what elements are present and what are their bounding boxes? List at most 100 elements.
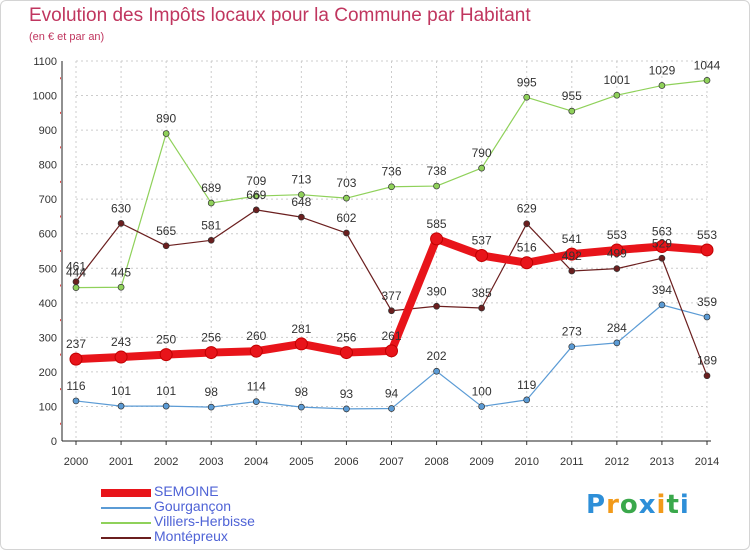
- data-point: [655, 240, 669, 254]
- data-label: 565: [156, 224, 176, 238]
- data-point: [207, 403, 215, 411]
- data-label: 101: [156, 384, 176, 398]
- data-label: 281: [291, 322, 311, 336]
- data-point: [568, 267, 576, 275]
- data-label: 537: [472, 233, 492, 247]
- y-tick-label: 1000: [33, 91, 57, 103]
- x-tick-label: 2010: [514, 456, 538, 468]
- data-label: 553: [697, 228, 717, 242]
- data-label: 553: [607, 228, 627, 242]
- data-point: [385, 344, 398, 358]
- data-label: 563: [652, 225, 672, 239]
- data-label: 256: [336, 331, 356, 345]
- data-point: [568, 107, 576, 115]
- x-tick-label: 2006: [334, 456, 358, 468]
- data-point: [204, 346, 218, 360]
- data-point: [700, 243, 714, 257]
- x-tick-label: 2008: [424, 456, 448, 468]
- legend-swatch: [101, 489, 151, 497]
- data-label: 445: [111, 265, 131, 279]
- legend-swatch: [101, 522, 151, 524]
- data-label: 1001: [604, 73, 631, 87]
- data-label: 243: [111, 335, 131, 349]
- data-point: [294, 337, 308, 351]
- data-label: 529: [652, 236, 672, 250]
- data-label: 890: [156, 112, 176, 126]
- legend-label: Montépreux: [154, 528, 228, 544]
- y-tick-label: 600: [39, 229, 57, 241]
- x-tick-label: 2013: [650, 456, 674, 468]
- data-point: [520, 256, 534, 270]
- x-tick-label: 2011: [560, 456, 584, 468]
- x-tick-label: 2003: [199, 456, 223, 468]
- logo-letter: i: [656, 490, 667, 520]
- data-point: [298, 191, 305, 199]
- data-point: [565, 247, 579, 261]
- data-point: [249, 344, 263, 358]
- legend-label: SEMOINE: [154, 483, 219, 499]
- data-label: 689: [201, 181, 221, 195]
- data-point: [117, 402, 125, 410]
- data-label: 602: [336, 211, 356, 225]
- data-label: 385: [472, 286, 492, 300]
- data-label: 585: [427, 217, 447, 231]
- proxiti-logo: Proxiti: [586, 490, 690, 520]
- data-label: 189: [697, 354, 717, 368]
- y-tick-label: 700: [39, 194, 57, 206]
- logo-letter: t: [666, 490, 680, 520]
- data-point: [478, 403, 485, 410]
- data-label: 499: [607, 247, 627, 261]
- data-label: 94: [385, 387, 399, 401]
- data-point: [523, 220, 531, 228]
- y-tick-label: 500: [39, 263, 57, 275]
- data-label: 250: [156, 333, 176, 347]
- x-tick-label: 2002: [154, 456, 178, 468]
- data-label: 444: [66, 266, 86, 280]
- data-point: [252, 398, 260, 405]
- logo-letter: r: [606, 490, 620, 520]
- data-point: [162, 130, 170, 137]
- data-point: [159, 348, 173, 362]
- data-label: 98: [295, 385, 309, 399]
- data-point: [162, 402, 170, 410]
- data-point: [478, 304, 485, 312]
- data-label: 709: [246, 174, 266, 188]
- y-tick-label: 400: [39, 298, 57, 310]
- y-tick-label: 1100: [33, 56, 57, 68]
- data-point: [252, 206, 260, 214]
- x-tick-label: 2012: [605, 456, 629, 468]
- x-tick-label: 2004: [244, 456, 268, 468]
- data-label: 260: [246, 329, 266, 343]
- data-label: 101: [111, 384, 131, 398]
- data-point: [72, 397, 80, 405]
- data-point: [523, 396, 531, 404]
- data-label: 1029: [649, 64, 676, 78]
- data-label: 256: [201, 331, 221, 345]
- y-tick-label: 200: [39, 367, 57, 379]
- data-point: [343, 405, 350, 413]
- y-tick-label: 300: [39, 332, 57, 344]
- data-point: [430, 232, 444, 246]
- data-point: [523, 93, 531, 101]
- data-point: [388, 405, 395, 412]
- data-label: 394: [652, 283, 672, 297]
- data-point: [478, 164, 485, 172]
- y-tick-label: 900: [39, 125, 57, 137]
- x-tick-label: 2001: [109, 456, 133, 468]
- data-point: [162, 242, 170, 250]
- data-point: [72, 284, 80, 291]
- data-label: 669: [246, 188, 266, 202]
- data-point: [72, 278, 80, 286]
- data-point: [69, 352, 83, 366]
- data-label: 648: [291, 195, 311, 209]
- data-point: [610, 243, 624, 257]
- chart-subtitle: (en € et par an): [29, 31, 105, 43]
- data-label: 736: [381, 165, 401, 179]
- data-point: [339, 346, 353, 360]
- x-tick-label: 2007: [379, 456, 403, 468]
- data-point: [475, 248, 489, 262]
- data-point: [568, 343, 576, 351]
- legend-label: Gourgançon: [154, 498, 232, 514]
